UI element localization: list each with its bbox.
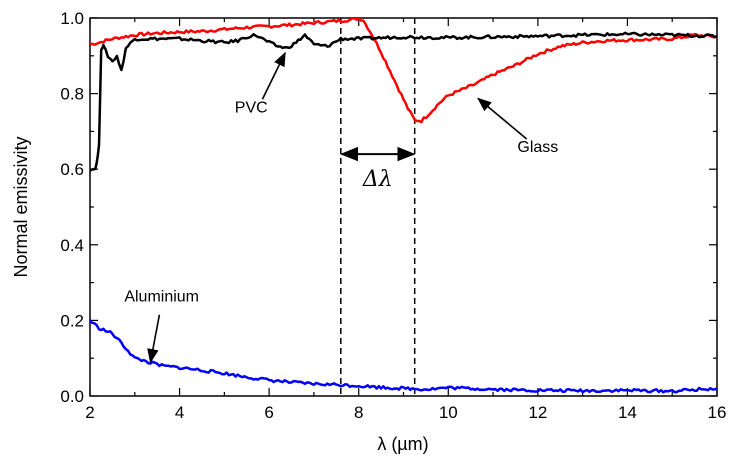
- x-tick-label: 16: [708, 403, 727, 422]
- annotation-aluminium: Aluminium: [124, 289, 199, 306]
- x-tick-label: 12: [528, 403, 547, 422]
- series-glass-line: [90, 18, 717, 124]
- series-aluminium-line: [90, 319, 717, 394]
- annotation-glass: Glass: [517, 139, 558, 156]
- x-tick-label: 14: [618, 403, 637, 422]
- y-tick-label: 0.4: [60, 236, 84, 255]
- y-axis-title: Normal emissivity: [11, 136, 31, 277]
- annotation-pvc-arrow: [261, 51, 286, 100]
- x-tick-label: 10: [439, 403, 458, 422]
- y-tick-label: 0.8: [60, 85, 84, 104]
- y-tick-label: 0.6: [60, 160, 84, 179]
- x-tick-label: 2: [85, 403, 94, 422]
- y-tick-label: 0.0: [60, 387, 84, 406]
- x-axis-tick-labels: 2 4 6 8 10 12 14 16: [85, 403, 726, 422]
- series-pvc-line: [90, 31, 717, 172]
- x-tick-label: 6: [264, 403, 273, 422]
- y-tick-label: 0.2: [60, 311, 84, 330]
- x-axis-title: λ (µm): [377, 434, 428, 454]
- x-tick-label: 8: [354, 403, 363, 422]
- y-axis-tick-labels: 0.0 0.2 0.4 0.6 0.8 1.0: [60, 9, 84, 406]
- annotation-aluminium-arrow: [147, 314, 161, 364]
- annotation-pvc: PVC: [235, 100, 268, 117]
- series-lines: [90, 18, 717, 394]
- delta-lambda-guides: [340, 18, 416, 396]
- annotations: PVC Glass Aluminium Δλ: [124, 51, 558, 364]
- y-tick-label: 1.0: [60, 9, 84, 28]
- x-tick-label: 4: [175, 403, 184, 422]
- plot-area: [89, 17, 718, 397]
- x-axis-ticks: [89, 18, 718, 396]
- annotation-glass-arrow: [477, 97, 528, 140]
- annotation-delta-lambda: Δλ: [362, 167, 393, 192]
- y-axis-ticks: [90, 17, 717, 397]
- plot-frame: [89, 17, 718, 397]
